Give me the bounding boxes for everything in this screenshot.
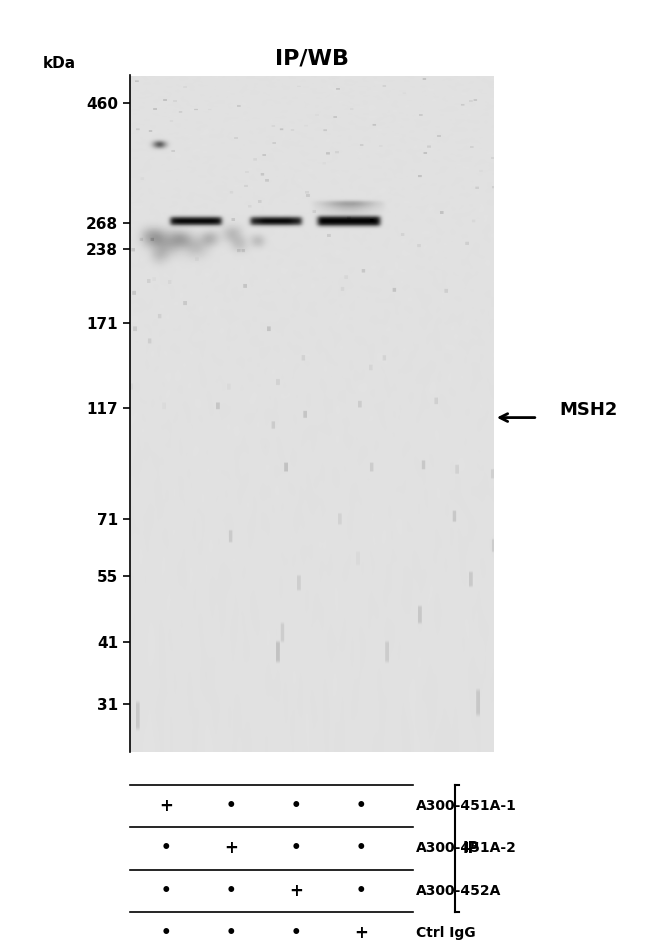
Text: MSH2: MSH2 (559, 400, 618, 418)
Text: +: + (159, 797, 173, 815)
Text: +: + (289, 882, 303, 900)
Text: •: • (356, 882, 366, 900)
Text: •: • (161, 882, 171, 900)
Text: •: • (226, 797, 236, 815)
Text: •: • (356, 797, 366, 815)
Text: +: + (354, 924, 368, 940)
Text: A300-451A-2: A300-451A-2 (416, 841, 517, 855)
Text: •: • (356, 839, 366, 857)
Text: IP: IP (463, 841, 480, 855)
Text: •: • (161, 839, 171, 857)
Text: kDa: kDa (42, 55, 75, 70)
Text: +: + (224, 839, 238, 857)
Text: A300-451A-1: A300-451A-1 (416, 799, 517, 813)
Text: •: • (226, 882, 236, 900)
Text: A300-452A: A300-452A (416, 884, 501, 898)
Text: •: • (291, 797, 301, 815)
Text: •: • (161, 924, 171, 940)
Text: Ctrl IgG: Ctrl IgG (416, 926, 476, 940)
Title: IP/WB: IP/WB (275, 48, 349, 68)
Text: •: • (226, 924, 236, 940)
Text: •: • (291, 924, 301, 940)
Text: •: • (291, 839, 301, 857)
